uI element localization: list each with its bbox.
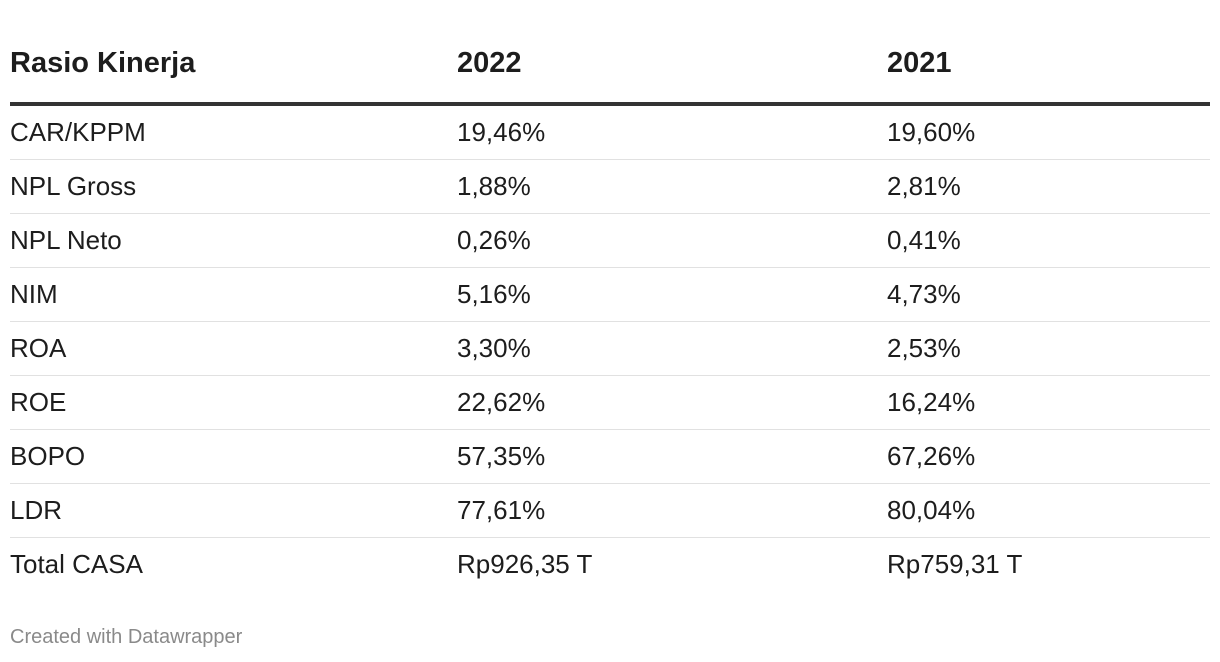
table-header: Rasio Kinerja 2022 2021 [10,28,1210,106]
ratio-name-cell: NIM [10,267,457,322]
column-header-2022[interactable]: 2022 [457,28,887,106]
column-header-2021[interactable]: 2021 [887,28,1210,106]
ratio-name-cell: LDR [10,483,457,538]
table-row: NPL Neto 0,26% 0,41% [10,213,1210,268]
value-2021-cell: 2,81% [887,159,1210,214]
ratio-name-cell: NPL Neto [10,213,457,268]
value-2021-cell: 67,26% [887,429,1210,484]
value-2022-cell: 19,46% [457,104,887,160]
table-row: CAR/KPPM 19,46% 19,60% [10,104,1210,160]
value-2022-cell: 0,26% [457,213,887,268]
performance-ratio-table: Rasio Kinerja 2022 2021 CAR/KPPM 19,46% … [10,28,1210,591]
table-row: NPL Gross 1,88% 2,81% [10,159,1210,214]
column-header-ratio[interactable]: Rasio Kinerja [10,28,457,106]
table-row: NIM 5,16% 4,73% [10,267,1210,322]
table-body: CAR/KPPM 19,46% 19,60% NPL Gross 1,88% 2… [10,104,1210,591]
ratio-name-cell: NPL Gross [10,159,457,214]
ratio-name-cell: BOPO [10,429,457,484]
value-2022-cell: 1,88% [457,159,887,214]
value-2022-cell: 77,61% [457,483,887,538]
ratio-name-cell: CAR/KPPM [10,104,457,160]
value-2021-cell: 16,24% [887,375,1210,430]
header-row: Rasio Kinerja 2022 2021 [10,28,1210,106]
table-row: Total CASA Rp926,35 T Rp759,31 T [10,538,1210,592]
value-2021-cell: 80,04% [887,483,1210,538]
value-2022-cell: 5,16% [457,267,887,322]
ratio-name-cell: ROE [10,375,457,430]
value-2021-cell: 2,53% [887,321,1210,376]
table-row: BOPO 57,35% 67,26% [10,429,1210,484]
data-table-container: Rasio Kinerja 2022 2021 CAR/KPPM 19,46% … [10,28,1210,591]
ratio-name-cell: ROA [10,321,457,376]
table-row: LDR 77,61% 80,04% [10,483,1210,538]
value-2022-cell: 57,35% [457,429,887,484]
value-2022-cell: Rp926,35 T [457,549,593,579]
datawrapper-credit[interactable]: Created with Datawrapper [10,626,243,648]
table-row: ROA 3,30% 2,53% [10,321,1210,376]
value-2021-cell: Rp759,31 T [887,549,1023,579]
value-2022-cell: 3,30% [457,321,887,376]
value-2021-cell: 4,73% [887,267,1210,322]
value-2021-cell: 0,41% [887,213,1210,268]
ratio-name-cell: Total CASA [10,549,143,579]
value-2021-cell: 19,60% [887,104,1210,160]
value-2022-cell: 22,62% [457,375,887,430]
table-row: ROE 22,62% 16,24% [10,375,1210,430]
